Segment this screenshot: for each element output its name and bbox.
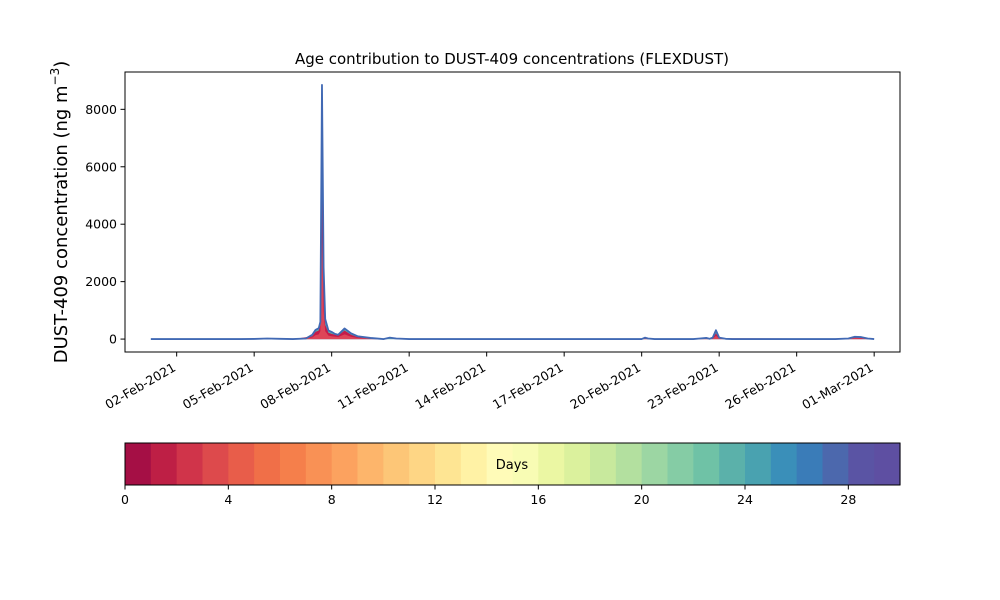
y-axis-label: DUST-409 concentration (ng m−3) xyxy=(48,61,72,364)
colorbar-cell xyxy=(228,443,255,485)
colorbar-cell xyxy=(512,443,539,485)
y-axis-label-main: DUST-409 concentration (ng m xyxy=(51,85,72,363)
colorbar-frame xyxy=(124,442,901,486)
y-axis: 0 2000 4000 6000 8000 xyxy=(85,102,125,347)
colorbar-cell xyxy=(874,443,901,485)
colorbar-tick-label: 20 xyxy=(634,492,650,507)
x-tick-label: 14-Feb-2021 xyxy=(412,360,488,412)
x-tick-label: 20-Feb-2021 xyxy=(567,360,643,412)
colorbar-cell xyxy=(305,443,333,485)
colorbar-cell xyxy=(745,443,772,485)
colorbar-tick-label: 16 xyxy=(530,492,546,507)
colorbar-cell xyxy=(409,443,436,485)
colorbar-cell xyxy=(331,443,359,485)
colorbar-cell xyxy=(538,443,565,485)
plot-frame xyxy=(124,71,901,353)
colorbar-cell xyxy=(357,443,384,485)
colorbar-cell xyxy=(383,443,410,485)
plot-area: 0 2000 4000 6000 8000 02-Feb-2021 05-Feb-2021… xyxy=(85,71,901,413)
colorbar-cell xyxy=(667,443,694,485)
x-tick-label: 17-Feb-2021 xyxy=(490,360,566,412)
colorbar-cell xyxy=(822,443,849,485)
colorbar-cell xyxy=(770,443,798,485)
colorbar-cell xyxy=(564,443,591,485)
x-tick-label: 01-Mar-2021 xyxy=(799,360,875,413)
colorbar-tick-label: 8 xyxy=(328,492,336,507)
y-axis-label-superscript: −3 xyxy=(48,68,62,86)
colorbar-cell xyxy=(150,443,178,485)
colorbar: Days 0 4 8 12 16 20 24 28 xyxy=(121,442,901,507)
x-tick-label: 26-Feb-2021 xyxy=(722,360,798,412)
colorbar-cell xyxy=(848,443,875,485)
colorbar-cell xyxy=(693,443,720,485)
colorbar-tick-label: 24 xyxy=(737,492,753,507)
colorbar-tick-label: 28 xyxy=(840,492,856,507)
stacked-area-series xyxy=(150,84,875,340)
colorbar-cell xyxy=(460,443,488,485)
y-tick-label: 6000 xyxy=(85,159,117,174)
colorbar-tick-label: 12 xyxy=(427,492,443,507)
colorbar-cell xyxy=(615,443,643,485)
x-tick-label: 05-Feb-2021 xyxy=(180,360,256,412)
y-tick-label: 0 xyxy=(109,332,117,347)
y-tick-label: 2000 xyxy=(85,274,117,289)
colorbar-tick-label: 0 xyxy=(121,492,129,507)
colorbar-cell xyxy=(125,443,152,485)
x-tick-label: 23-Feb-2021 xyxy=(645,360,721,412)
y-axis-label-close: ) xyxy=(51,61,72,68)
colorbar-cell xyxy=(202,443,229,485)
age-band-old xyxy=(150,84,875,340)
age-band-mid xyxy=(150,105,875,340)
total-concentration-line xyxy=(150,84,875,340)
x-tick-label: 11-Feb-2021 xyxy=(335,360,411,412)
x-tick-label: 02-Feb-2021 xyxy=(102,360,178,412)
colorbar-tick-label: 4 xyxy=(224,492,232,507)
colorbar-cell xyxy=(254,443,281,485)
chart-title: Age contribution to DUST-409 concentrati… xyxy=(295,50,729,68)
colorbar-cell xyxy=(796,443,824,485)
colorbar-cell xyxy=(486,443,514,485)
colorbar-cell xyxy=(719,443,746,485)
colorbar-cell xyxy=(590,443,617,485)
colorbar-cells xyxy=(125,443,901,485)
colorbar-cell xyxy=(641,443,669,485)
colorbar-cell xyxy=(280,443,307,485)
colorbar-cell xyxy=(176,443,204,485)
y-tick-label: 4000 xyxy=(85,217,117,232)
colorbar-label: Days xyxy=(496,458,529,473)
age-band-young xyxy=(150,152,875,340)
x-tick-label: 08-Feb-2021 xyxy=(257,360,333,412)
colorbar-ticks: 0 4 8 12 16 20 24 28 xyxy=(121,485,856,507)
y-tick-label: 8000 xyxy=(85,102,117,117)
x-axis: 02-Feb-2021 05-Feb-2021 08-Feb-2021 11-Feb-… xyxy=(102,352,876,413)
age-band-youngest xyxy=(150,236,875,340)
colorbar-cell xyxy=(435,443,462,485)
